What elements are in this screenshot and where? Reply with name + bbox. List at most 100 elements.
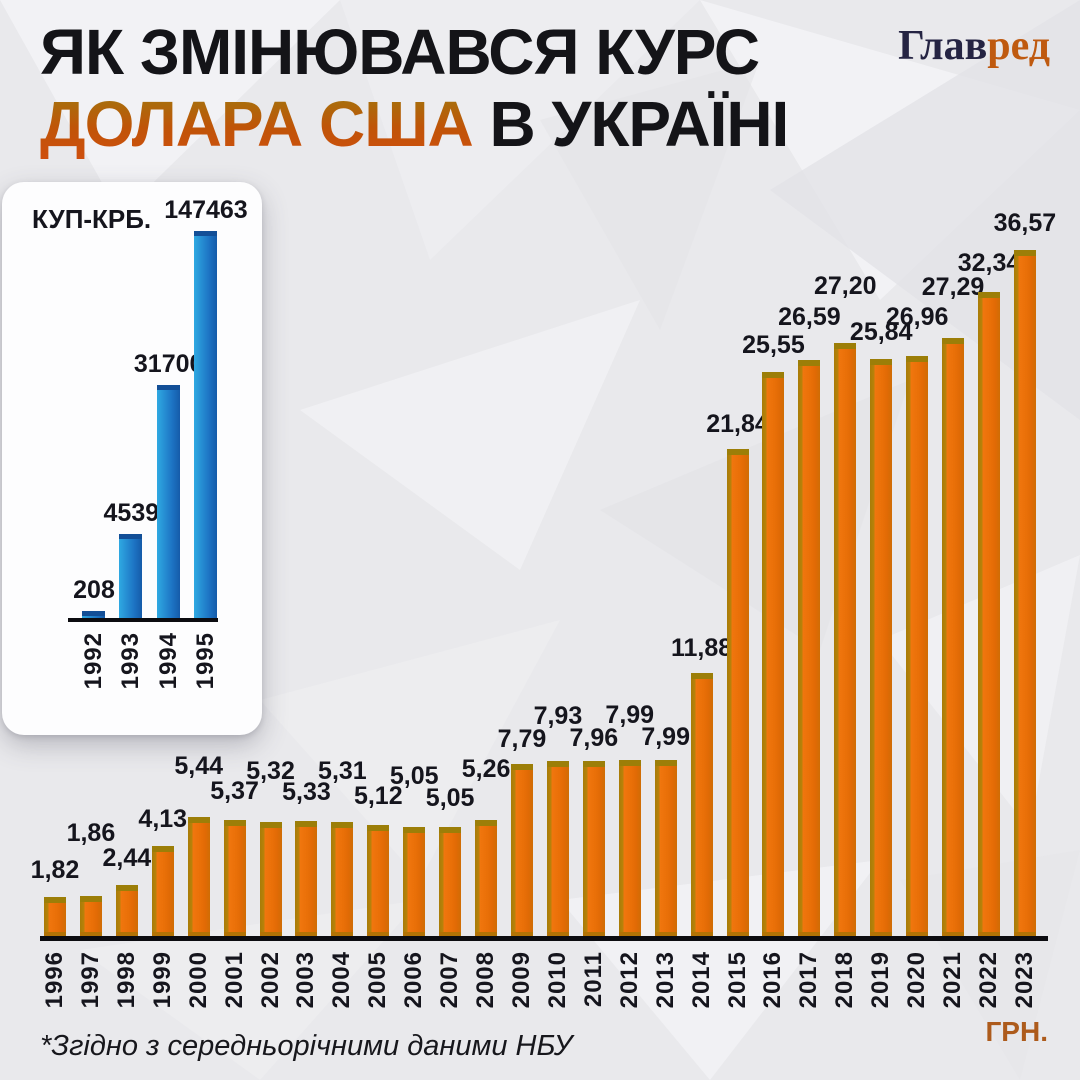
year-label-2012: 2012 bbox=[615, 951, 643, 1009]
value-label-2004: 5,31 bbox=[318, 757, 367, 785]
bar-slot-1997: 1,86 1997 bbox=[67, 239, 116, 1009]
main-axis-baseline bbox=[40, 936, 1048, 941]
value-label-1994: 31700 bbox=[133, 350, 204, 378]
bar-2014 bbox=[690, 673, 713, 939]
year-label-2015: 2015 bbox=[723, 951, 751, 1009]
value-label-2010: 7,93 bbox=[533, 702, 583, 730]
bar-2013 bbox=[654, 760, 677, 939]
bar-slot-2008: 5,26 2008 bbox=[462, 239, 511, 1009]
bar-slot-2016: 25,55 2016 bbox=[742, 239, 805, 1009]
bar-2010 bbox=[546, 761, 569, 939]
year-label-2000: 2000 bbox=[184, 951, 212, 1009]
bar-slot-2023: 36,57 2023 bbox=[994, 211, 1057, 1009]
bar-2003 bbox=[295, 821, 318, 939]
bar-2002 bbox=[259, 822, 282, 939]
bar-2012 bbox=[618, 760, 641, 939]
year-label-2007: 2007 bbox=[436, 951, 464, 1009]
title-line-1: ЯК ЗМІНЮВАВСЯ КУРС bbox=[40, 16, 788, 88]
bar-1997 bbox=[79, 896, 102, 939]
value-label-2023: 36,57 bbox=[993, 209, 1057, 237]
bar-slot-2011: 7,96 2011 bbox=[569, 239, 618, 1008]
bar-2004 bbox=[331, 822, 354, 939]
bar-slot-1996: 1,82 1996 bbox=[31, 239, 80, 1009]
bar-2006 bbox=[403, 827, 426, 939]
bar-1993 bbox=[119, 534, 143, 620]
value-label-2014: 11,88 bbox=[671, 634, 733, 662]
bar-2007 bbox=[439, 827, 462, 939]
year-label-2011: 2011 bbox=[579, 951, 607, 1008]
bar-1996 bbox=[44, 897, 66, 939]
page-title: ЯК ЗМІНЮВАВСЯ КУРС ДОЛАРА США В УКРАЇНІ bbox=[40, 16, 789, 161]
bar-slot-2007: 5,05 2007 bbox=[426, 239, 475, 1009]
value-label-2007: 5,05 bbox=[425, 784, 475, 812]
year-label-2014: 2014 bbox=[687, 951, 715, 1009]
bar-slot-2022: 32,34 2022 bbox=[958, 239, 1021, 1009]
value-label-2011: 7,96 bbox=[569, 724, 619, 752]
bar-2020 bbox=[906, 356, 929, 939]
year-label-2019: 2019 bbox=[867, 951, 895, 1009]
inset-unit-label: КУП-КРБ. bbox=[32, 204, 152, 234]
year-label-1992: 1992 bbox=[80, 632, 107, 690]
value-label-2016: 25,55 bbox=[742, 331, 805, 359]
bar-2022 bbox=[977, 292, 1000, 939]
value-label-2017: 26,59 bbox=[778, 303, 841, 331]
bar-slot-2002: 5,32 2002 bbox=[246, 239, 295, 1009]
year-label-1994: 1994 bbox=[154, 632, 182, 690]
bar-slot-2006: 5,05 2006 bbox=[390, 239, 439, 1009]
inset-chart-card: КУП-КРБ. 208 1992 4539 1993 31700 1994 147463 1… bbox=[2, 182, 262, 735]
bar-2021 bbox=[942, 338, 965, 939]
title-line-2: ДОЛАРА США В УКРАЇНІ bbox=[40, 88, 789, 161]
year-label-2004: 2004 bbox=[328, 951, 356, 1009]
value-label-1998: 2,44 bbox=[102, 844, 152, 872]
value-label-2003: 5,33 bbox=[282, 778, 331, 806]
value-label-2002: 5,32 bbox=[246, 757, 295, 785]
year-label-2017: 2017 bbox=[795, 951, 823, 1009]
value-label-1999: 4,13 bbox=[138, 805, 188, 833]
value-label-2012: 7,99 bbox=[605, 701, 655, 729]
year-label-1997: 1997 bbox=[76, 951, 104, 1009]
bar-2017 bbox=[798, 360, 821, 939]
bar-1992 bbox=[82, 611, 105, 620]
bar-2001 bbox=[223, 820, 246, 939]
logo-part-orange: ред bbox=[987, 23, 1050, 69]
bar-slot-1993: 4539 1993 bbox=[104, 182, 160, 690]
year-label-2018: 2018 bbox=[831, 951, 859, 1009]
bar-slot-2020: 26,96 2020 bbox=[886, 239, 949, 1009]
bar-slot-2000: 5,44 2000 bbox=[174, 239, 223, 1009]
main-unit-label: ГРН. bbox=[985, 1016, 1048, 1047]
bar-slot-2004: 5,31 2004 bbox=[318, 239, 367, 1009]
value-label-2015: 21,84 bbox=[706, 410, 769, 438]
value-label-2006: 5,05 bbox=[389, 762, 439, 790]
bar-slot-2012: 7,99 2012 bbox=[605, 239, 654, 1009]
year-label-2020: 2020 bbox=[903, 951, 931, 1009]
bar-slot-2014: 11,88 2014 bbox=[671, 239, 732, 1009]
bar-slot-1994: 31700 1994 bbox=[134, 182, 204, 690]
bar-slot-1999: 4,13 1999 bbox=[138, 239, 187, 1009]
value-label-1993: 4539 bbox=[103, 499, 160, 527]
bar-slot-2009: 7,79 2009 bbox=[498, 239, 547, 1009]
main-bars-area: 1,82 1996 1,86 1997 2,44 1998 4,13 1999 5,44 2000… bbox=[31, 211, 1057, 1009]
title-highlight-text: ДОЛАРА США bbox=[40, 88, 474, 161]
value-label-2022: 32,34 bbox=[957, 249, 1021, 277]
glavred-logo: Главред bbox=[898, 22, 1050, 70]
value-label-2021: 27,29 bbox=[921, 273, 985, 301]
value-label-2018: 27,20 bbox=[814, 272, 877, 300]
bar-slot-2003: 5,33 2003 bbox=[282, 239, 331, 1009]
value-label-2008: 5,26 bbox=[461, 755, 511, 783]
bar-2023 bbox=[1013, 250, 1036, 939]
bar-slot-2017: 26,59 2017 bbox=[778, 239, 841, 1009]
bar-2011 bbox=[582, 761, 605, 939]
year-label-2005: 2005 bbox=[364, 951, 392, 1009]
bar-2019 bbox=[870, 359, 893, 939]
value-label-1995: 147463 bbox=[164, 196, 248, 224]
bar-2000 bbox=[187, 817, 210, 939]
bar-1994 bbox=[156, 385, 180, 620]
year-label-2006: 2006 bbox=[400, 951, 428, 1009]
year-label-1996: 1996 bbox=[41, 951, 68, 1009]
year-label-2016: 2016 bbox=[759, 951, 787, 1009]
value-label-2005: 5,12 bbox=[353, 782, 403, 810]
year-label-2013: 2013 bbox=[651, 951, 679, 1009]
